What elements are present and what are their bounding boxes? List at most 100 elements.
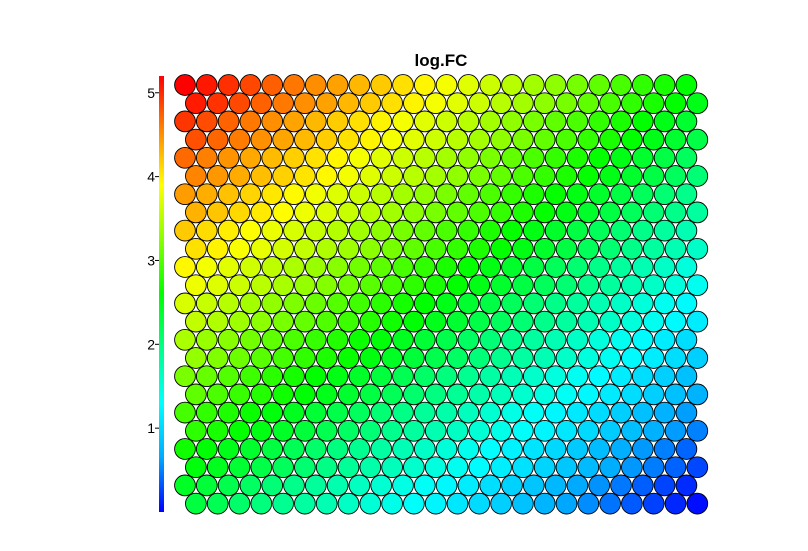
som-cell <box>642 92 665 115</box>
som-cell <box>435 401 458 424</box>
som-cell <box>555 165 578 187</box>
som-cell <box>250 456 273 479</box>
som-cell <box>195 146 218 169</box>
som-cell <box>599 128 621 151</box>
som-cell <box>239 401 262 424</box>
som-cell <box>294 128 316 151</box>
som-cell <box>577 383 600 406</box>
som-cell <box>294 347 316 369</box>
som-cell <box>195 219 218 242</box>
som-cell <box>239 110 262 133</box>
som-cell <box>642 237 665 260</box>
som-cell <box>631 401 654 424</box>
som-cell <box>250 92 273 115</box>
som-cell <box>642 165 665 187</box>
som-cell <box>468 128 491 151</box>
som-cell <box>544 365 567 388</box>
som-cell <box>533 383 556 406</box>
som-cell <box>348 219 371 242</box>
som-cell <box>522 74 545 96</box>
som-cell <box>261 292 284 315</box>
som-cell <box>599 237 621 260</box>
som-cell <box>424 492 447 515</box>
som-cell <box>610 183 632 206</box>
som-cell <box>653 438 676 460</box>
som-cell <box>631 74 654 96</box>
som-cell <box>512 201 534 224</box>
som-cell <box>457 292 480 315</box>
som-cell <box>315 128 338 151</box>
som-cell <box>621 310 643 333</box>
som-cell <box>468 201 491 224</box>
som-cell <box>479 256 502 278</box>
som-cell <box>304 110 327 133</box>
som-cell <box>174 401 196 424</box>
som-cell <box>479 401 502 424</box>
som-cell <box>304 183 327 206</box>
som-cell <box>457 401 480 424</box>
som-cell <box>501 365 523 388</box>
som-cell <box>599 456 621 479</box>
som-cell <box>228 419 251 442</box>
som-cell <box>381 456 403 479</box>
som-cell <box>577 237 600 260</box>
som-cell <box>250 237 273 260</box>
som-cell <box>533 201 556 224</box>
som-cell <box>555 310 578 333</box>
som-cell <box>250 347 273 369</box>
som-cell <box>370 256 393 278</box>
som-cell <box>642 201 665 224</box>
som-cell <box>446 201 469 224</box>
som-cells <box>174 74 709 515</box>
som-cell <box>272 456 294 479</box>
som-cell <box>533 274 556 297</box>
som-cell <box>370 474 393 497</box>
som-cell <box>653 401 676 424</box>
som-cell <box>326 256 349 278</box>
som-cell <box>403 237 425 260</box>
som-cell <box>512 383 534 406</box>
som-cell <box>294 274 316 297</box>
som-cell <box>326 146 349 169</box>
som-cell <box>370 328 393 351</box>
som-cell <box>621 383 643 406</box>
som-cell <box>261 328 284 351</box>
som-cell <box>206 456 229 479</box>
som-cell <box>501 146 523 169</box>
som-cell <box>522 110 545 133</box>
som-cell <box>261 256 284 278</box>
som-cell <box>304 256 327 278</box>
som-cell <box>195 474 218 497</box>
som-cell <box>174 474 196 497</box>
som-cell <box>424 347 447 369</box>
som-cell <box>686 274 709 297</box>
som-cell <box>228 347 251 369</box>
som-cell <box>370 183 393 206</box>
som-cell <box>370 292 393 315</box>
som-cell <box>544 219 567 242</box>
som-cell <box>501 110 523 133</box>
som-cell <box>512 274 534 297</box>
som-cell <box>664 383 687 406</box>
som-cell <box>337 165 360 187</box>
som-cell <box>544 110 567 133</box>
som-cell <box>348 183 371 206</box>
som-cell <box>599 310 621 333</box>
som-cell <box>424 165 447 187</box>
som-cell <box>621 492 643 515</box>
som-cell <box>621 165 643 187</box>
som-cell <box>337 237 360 260</box>
som-cell <box>446 492 469 515</box>
som-cell <box>413 183 436 206</box>
som-cell <box>283 438 305 460</box>
som-cell <box>370 401 393 424</box>
som-cell <box>261 146 284 169</box>
som-cell <box>228 383 251 406</box>
som-cell <box>566 146 589 169</box>
som-cell <box>315 92 338 115</box>
som-cell <box>326 219 349 242</box>
som-cell <box>435 474 458 497</box>
som-cell <box>413 365 436 388</box>
som-cell <box>642 492 665 515</box>
som-cell <box>195 183 218 206</box>
